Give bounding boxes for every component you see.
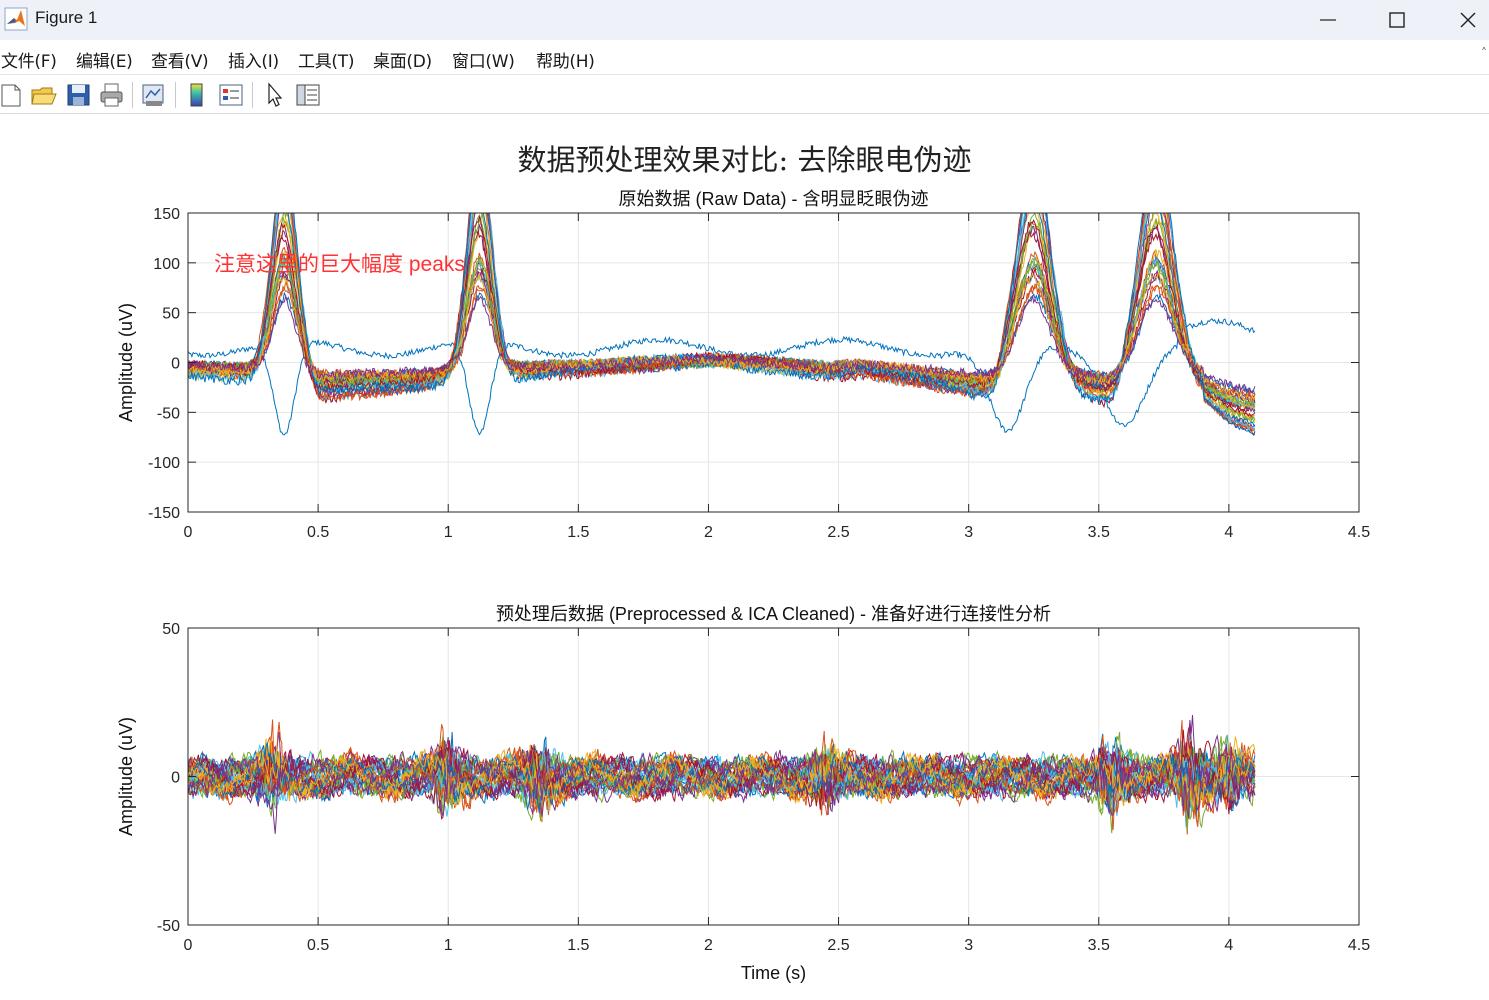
y-tick-label: -100 — [148, 455, 180, 472]
y-tick-label: -150 — [148, 505, 180, 522]
eeg-channel-line — [188, 213, 1256, 436]
eeg-channel-line — [188, 215, 1256, 418]
y-tick-label: 0 — [171, 770, 180, 787]
x-tick-label: 0 — [184, 937, 193, 954]
menu-view[interactable]: 查看(V) — [151, 52, 209, 72]
x-tick-label: 4.5 — [1348, 524, 1370, 541]
series-group — [188, 213, 1256, 436]
x-tick-label: 0.5 — [307, 937, 329, 954]
minimize-button[interactable] — [1298, 0, 1358, 40]
open-file-icon — [31, 87, 57, 105]
menu-expand-icon[interactable]: ˄ — [1481, 46, 1487, 60]
y-tick-label: -50 — [157, 405, 180, 422]
menu-desktop[interactable]: 桌面(D) — [373, 52, 432, 72]
menu-tools[interactable]: 工具(T) — [298, 52, 355, 72]
x-tick-label: 2.5 — [827, 937, 849, 954]
close-button[interactable] — [1438, 0, 1489, 40]
eeg-channel-line — [188, 317, 1256, 436]
property-inspector-button[interactable] — [294, 81, 322, 109]
link-plot-icon — [142, 84, 164, 106]
menu-edit[interactable]: 编辑(E) — [76, 52, 133, 72]
peak-annotation: 注意这里的巨大幅度 peaks — [214, 253, 465, 276]
maximize-button[interactable] — [1367, 0, 1427, 40]
eeg-channel-line — [188, 729, 1256, 810]
menu-help[interactable]: 帮助(H) — [536, 52, 595, 72]
window-titlebar: Figure 1 — [0, 0, 1489, 40]
edit-plot-icon — [268, 82, 283, 107]
colorbar-icon — [190, 83, 203, 107]
legend-icon — [219, 84, 243, 106]
print-icon — [100, 83, 123, 107]
y-tick-label: 150 — [153, 206, 180, 223]
menu-file[interactable]: 文件(F) — [1, 52, 57, 72]
toolbar-separator — [175, 82, 176, 108]
maximize-icon — [1389, 12, 1405, 28]
x-tick-label: 1 — [444, 937, 453, 954]
x-tick-label: 0.5 — [307, 524, 329, 541]
toolbar-separator — [252, 82, 253, 108]
x-tick-label: 0 — [184, 524, 193, 541]
y-tick-label: 50 — [162, 306, 180, 323]
axes-title: 原始数据 (Raw Data) - 含明显眨眼伪迹 — [618, 189, 928, 209]
eeg-channel-line — [188, 733, 1256, 834]
x-tick-label: 2.5 — [827, 524, 849, 541]
x-tick-label: 2 — [704, 524, 713, 541]
legend-button[interactable] — [217, 81, 245, 109]
eeg-channel-line — [188, 747, 1256, 813]
new-figure-button[interactable] — [0, 81, 28, 109]
x-tick-label: 3 — [964, 937, 973, 954]
y-tick-label: -50 — [157, 918, 180, 935]
x-tick-label: 1.5 — [567, 937, 589, 954]
minimize-icon — [1320, 19, 1336, 21]
property-inspector-icon — [296, 84, 320, 106]
axes-title: 预处理后数据 (Preprocessed & ICA Cleaned) - 准备… — [496, 604, 1051, 624]
matlab-logo-icon — [4, 7, 28, 31]
menu-insert[interactable]: 插入(I) — [228, 52, 279, 72]
y-axis-label: Amplitude (uV) — [116, 303, 136, 422]
x-axis-label: Time (s) — [741, 963, 806, 983]
figure-toolbar — [0, 76, 1489, 114]
x-tick-label: 4.5 — [1348, 937, 1370, 954]
window-title: Figure 1 — [35, 8, 98, 27]
figure-canvas: 数据预处理效果对比: 去除眼电伪迹 0 0.5 1 1.5 2 2.5 3 3.5 4 4.5 15… — [0, 115, 1489, 1000]
eeg-channel-line — [188, 742, 1255, 814]
x-tick-label: 2 — [704, 937, 713, 954]
x-tick-label: 4 — [1224, 937, 1233, 954]
close-icon — [1460, 12, 1476, 28]
x-tick-label: 3 — [964, 524, 973, 541]
figure-super-title: 数据预处理效果对比: 去除眼电伪迹 — [517, 143, 972, 177]
y-axis-label: Amplitude (uV) — [116, 717, 136, 836]
new-figure-icon — [1, 84, 21, 107]
toolbar-separator — [132, 82, 133, 108]
eeg-channel-line — [188, 295, 1256, 394]
x-tick-label: 1 — [444, 524, 453, 541]
series-group — [188, 714, 1256, 835]
edit-plot-button[interactable] — [262, 81, 290, 109]
save-button[interactable] — [65, 81, 93, 109]
menu-window[interactable]: 窗口(W) — [452, 52, 515, 72]
y-tick-label: 0 — [171, 356, 180, 373]
y-tick-label: 50 — [162, 621, 180, 638]
raw-data-axes[interactable]: 0 0.5 1 1.5 2 2.5 3 3.5 4 4.5 150 100 50 0 -50 -100 -150… — [116, 145, 1370, 541]
link-plot-button[interactable] — [140, 81, 168, 109]
print-button[interactable] — [98, 81, 126, 109]
y-tick-label: 100 — [153, 256, 180, 273]
colorbar-button[interactable] — [183, 81, 211, 109]
save-icon — [67, 84, 90, 106]
eeg-channel-line — [188, 751, 1256, 808]
x-tick-label: 3.5 — [1088, 524, 1110, 541]
plots-svg: 0 0.5 1 1.5 2 2.5 3 3.5 4 4.5150100500-50-100-150… — [116, 145, 1370, 983]
x-tick-label: 1.5 — [567, 524, 589, 541]
open-file-button[interactable] — [30, 81, 58, 109]
x-tick-label: 4 — [1224, 524, 1233, 541]
x-tick-label: 3.5 — [1088, 937, 1110, 954]
menu-bar: 文件(F) 编辑(E) 查看(V) 插入(I) 工具(T) 桌面(D) 窗口(W… — [0, 40, 1489, 75]
